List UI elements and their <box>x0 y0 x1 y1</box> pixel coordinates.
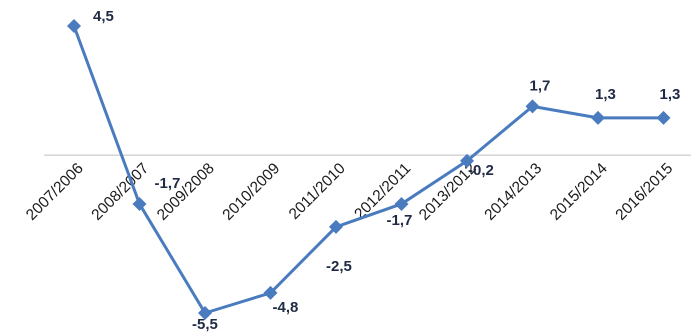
category-label: 2007/2006 <box>23 160 87 224</box>
data-label: 4,5 <box>93 8 114 25</box>
data-label: -4,8 <box>273 299 299 316</box>
data-markers <box>67 19 671 320</box>
data-point-marker <box>67 19 81 33</box>
data-label: -5,5 <box>192 316 218 333</box>
category-label: 2010/2009 <box>219 160 283 224</box>
category-label: 2016/2015 <box>612 160 676 224</box>
category-labels: 2007/2006 2008/2007 2009/2008 2010/2009 2011… <box>23 160 676 224</box>
data-label: 1,3 <box>660 86 681 103</box>
data-point-marker <box>460 153 474 168</box>
data-label: -0,2 <box>468 162 494 179</box>
data-point-marker <box>329 219 343 234</box>
data-point-marker <box>198 306 212 320</box>
data-point-marker <box>394 196 409 211</box>
data-point-marker <box>132 196 147 211</box>
data-point-marker <box>263 285 278 300</box>
data-point-marker <box>591 110 605 125</box>
data-point-marker <box>656 110 671 125</box>
category-label: 2015/2014 <box>547 160 611 224</box>
data-label: 1,7 <box>530 77 551 94</box>
data-label: -2,5 <box>326 258 352 275</box>
data-labels: 4,5 -1,7 -5,5 -4,8 -2,5 -1,7 -0,2 1,7 1,3 1,3 <box>93 8 680 333</box>
series-line <box>72 25 664 315</box>
data-point-marker <box>525 99 540 114</box>
data-label: -1,7 <box>387 212 413 229</box>
category-label: 2011/2010 <box>286 160 349 223</box>
data-label: 1,3 <box>595 86 616 103</box>
category-label: 2008/2007 <box>88 160 152 224</box>
data-label: -1,7 <box>155 175 181 192</box>
